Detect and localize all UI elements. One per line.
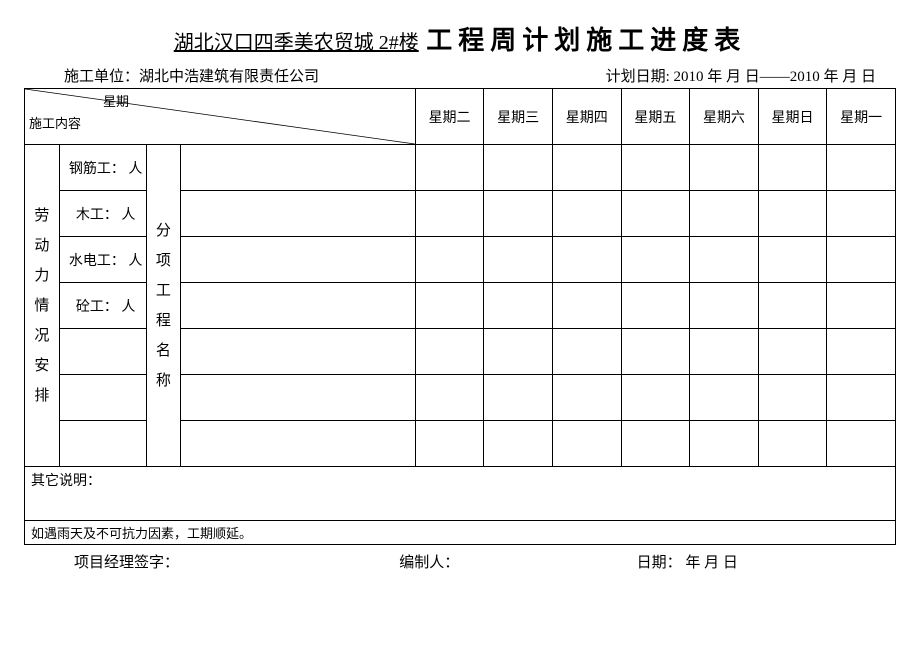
plan-date-label: 计划日期: — [606, 69, 670, 85]
data-cell — [181, 237, 415, 283]
compiler-label: 编制人： — [399, 551, 596, 572]
contractor-value: 湖北中浩建筑有限责任公司 — [139, 69, 319, 85]
subproject-side-label: 分项工程名称 — [146, 145, 181, 467]
data-cell — [827, 329, 896, 375]
day-header: 星期五 — [621, 89, 690, 145]
day-header: 星期四 — [552, 89, 621, 145]
day-header: 星期三 — [484, 89, 553, 145]
data-cell — [827, 283, 896, 329]
diag-bottom-label: 施工内容 — [29, 113, 81, 132]
data-cell — [690, 237, 759, 283]
data-cell — [415, 375, 484, 421]
data-cell — [484, 329, 553, 375]
data-cell — [690, 145, 759, 191]
data-cell — [758, 145, 827, 191]
data-cell — [621, 283, 690, 329]
data-cell — [552, 145, 621, 191]
data-cell — [552, 283, 621, 329]
data-cell — [621, 191, 690, 237]
data-cell — [758, 329, 827, 375]
data-cell — [621, 145, 690, 191]
day-header: 星期日 — [758, 89, 827, 145]
data-cell — [415, 421, 484, 467]
labor-type-cell: 木工： 人 — [59, 191, 146, 237]
data-cell — [758, 191, 827, 237]
data-cell — [484, 375, 553, 421]
data-cell — [758, 237, 827, 283]
data-cell — [484, 191, 553, 237]
data-cell — [552, 421, 621, 467]
data-cell — [758, 283, 827, 329]
data-cell — [181, 283, 415, 329]
data-cell — [621, 375, 690, 421]
data-cell — [181, 375, 415, 421]
notes-cell: 其它说明： — [25, 467, 896, 521]
rain-row: 如遇雨天及不可抗力因素，工期顺延。 — [25, 521, 896, 545]
data-cell — [827, 375, 896, 421]
data-cell — [690, 191, 759, 237]
day-header: 星期六 — [690, 89, 759, 145]
main-title: 工程周计划施工进度表 — [426, 26, 746, 55]
data-cell — [181, 191, 415, 237]
data-cell — [690, 283, 759, 329]
labor-side-label: 劳动力情况安排 — [25, 145, 60, 467]
data-cell — [415, 329, 484, 375]
project-name: 湖北汉口四季美农贸城 2#楼 — [174, 32, 419, 54]
data-cell — [621, 329, 690, 375]
table-row: 劳动力情况安排 钢筋工： 人 分项工程名称 — [25, 145, 896, 191]
data-cell — [415, 191, 484, 237]
rain-note-cell: 如遇雨天及不可抗力因素，工期顺延。 — [25, 521, 896, 545]
page-title: 湖北汉口四季美农贸城 2#楼 工程周计划施工进度表 — [24, 20, 896, 57]
contractor-label: 施工单位： — [64, 69, 139, 85]
contractor-block: 施工单位：湖北中浩建筑有限责任公司 — [64, 65, 319, 86]
labor-type-cell: 砼工： 人 — [59, 283, 146, 329]
header-row: 星期 施工内容 星期二 星期三 星期四 星期五 星期六 星期日 星期一 — [25, 89, 896, 145]
data-cell — [415, 145, 484, 191]
data-cell — [690, 375, 759, 421]
day-header: 星期一 — [827, 89, 896, 145]
data-cell — [690, 421, 759, 467]
labor-type-cell: 水电工： 人 — [59, 237, 146, 283]
data-cell — [181, 421, 415, 467]
data-cell — [181, 145, 415, 191]
data-cell — [484, 237, 553, 283]
data-cell — [621, 237, 690, 283]
data-cell — [415, 283, 484, 329]
data-cell — [690, 329, 759, 375]
labor-type-cell: 钢筋工： 人 — [59, 145, 146, 191]
day-header: 星期二 — [415, 89, 484, 145]
notes-row: 其它说明： — [25, 467, 896, 521]
footer-row: 项目经理签字： 编制人： 日期： 年 月 日 — [74, 551, 856, 572]
diag-top-label: 星期 — [103, 91, 129, 110]
data-cell — [415, 237, 484, 283]
data-cell — [552, 375, 621, 421]
data-cell — [484, 421, 553, 467]
data-cell — [552, 191, 621, 237]
plan-date-block: 计划日期: 2010 年 月 日——2010 年 月 日 — [606, 65, 876, 86]
meta-row: 施工单位：湖北中浩建筑有限责任公司 计划日期: 2010 年 月 日——2010… — [64, 65, 876, 86]
schedule-table: 星期 施工内容 星期二 星期三 星期四 星期五 星期六 星期日 星期一 劳动力情… — [24, 88, 896, 545]
data-cell — [827, 237, 896, 283]
data-cell — [758, 421, 827, 467]
data-cell — [827, 145, 896, 191]
date-label: 日期： 年 月 日 — [637, 551, 856, 572]
data-cell — [621, 421, 690, 467]
labor-type-cell — [59, 421, 146, 467]
labor-type-cell — [59, 375, 146, 421]
data-cell — [552, 237, 621, 283]
data-cell — [484, 283, 553, 329]
data-cell — [827, 191, 896, 237]
plan-date-value: 2010 年 月 日——2010 年 月 日 — [670, 69, 876, 85]
pm-sign-label: 项目经理签字： — [74, 551, 359, 572]
data-cell — [181, 329, 415, 375]
data-cell — [484, 145, 553, 191]
data-cell — [758, 375, 827, 421]
diagonal-header: 星期 施工内容 — [25, 89, 416, 145]
labor-type-cell — [59, 329, 146, 375]
data-cell — [827, 421, 896, 467]
data-cell — [552, 329, 621, 375]
